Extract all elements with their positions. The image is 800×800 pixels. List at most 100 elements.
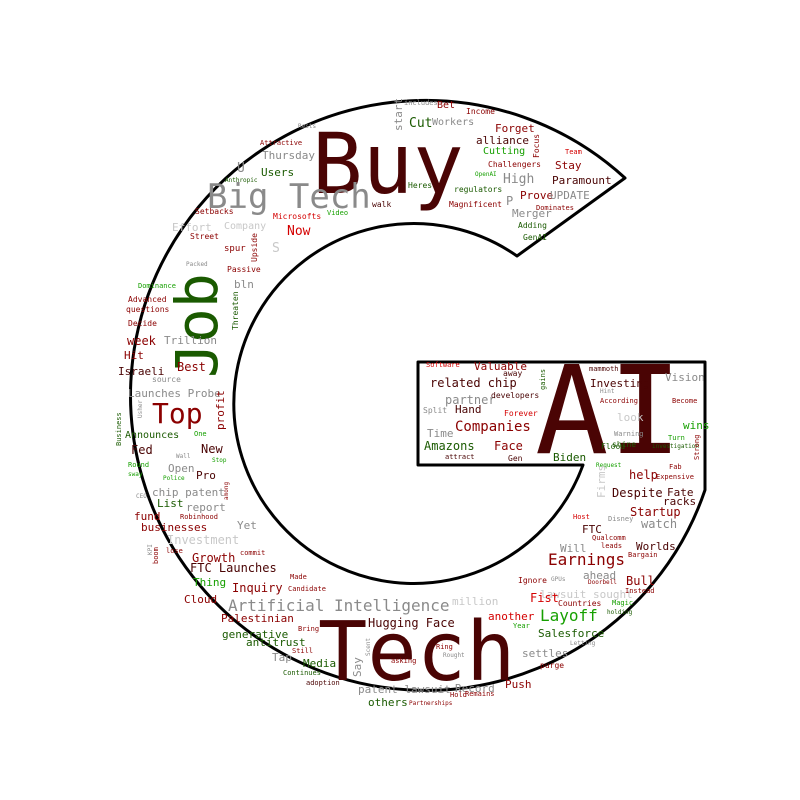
- cloud-word: Will: [560, 542, 587, 555]
- cloud-word: investigation: [652, 443, 699, 450]
- cloud-word: Disney: [608, 515, 634, 523]
- cloud-word: Countries: [558, 599, 602, 608]
- cloud-word: Biden: [553, 451, 587, 464]
- cloud-word: Turn: [668, 434, 685, 442]
- cloud-word: others: [368, 696, 408, 709]
- cloud-word: Vision: [665, 371, 705, 384]
- cloud-word: Company: [224, 221, 267, 232]
- cloud-word: Thing: [193, 576, 227, 589]
- cloud-word: Partnerships: [409, 700, 453, 707]
- cloud-word: generative: [222, 628, 289, 641]
- cloud-word: away: [503, 369, 523, 378]
- cloud-word: Rought: [443, 652, 465, 659]
- cloud-word: List: [157, 497, 184, 510]
- cloud-word: million: [452, 595, 499, 608]
- cloud-word: Hold: [450, 691, 467, 699]
- cloud-word: Focus: [532, 133, 541, 158]
- cloud-word: Setbacks: [195, 207, 234, 216]
- cloud-word: High: [503, 172, 535, 187]
- cloud-word: Ignore: [518, 576, 547, 585]
- cloud-word: Hint: [600, 388, 615, 395]
- cloud-word: shine: [612, 440, 637, 449]
- cloud-word: Letting: [570, 640, 596, 647]
- cloud-word: adoption: [306, 679, 340, 687]
- cloud-word: settles: [522, 647, 569, 660]
- cloud-word: Decide: [128, 319, 157, 328]
- cloud-word: Thursday: [262, 149, 315, 162]
- cloud-word: Split: [423, 406, 448, 415]
- cloud-word: commit: [240, 549, 266, 557]
- cloud-word: P: [506, 194, 514, 208]
- cloud-word: Hugging Face: [368, 616, 455, 630]
- cloud-word: Expensive: [656, 473, 694, 481]
- cloud-word: Artificial Intelligence: [228, 596, 450, 615]
- cloud-word: Packed: [186, 261, 208, 268]
- cloud-word: watch: [641, 517, 678, 531]
- cloud-word: Hand: [455, 403, 482, 416]
- cloud-word: Business: [115, 412, 123, 446]
- cloud-word: Request: [596, 462, 622, 469]
- cloud-word: racks: [663, 495, 697, 508]
- cloud-word: chip patent: [152, 486, 225, 499]
- cloud-word: Fab: [669, 463, 682, 471]
- cloud-word: Despite: [612, 486, 663, 500]
- cloud-word: Instead: [625, 587, 655, 595]
- cloud-word: Remains: [465, 690, 495, 698]
- cloud-word: Stay: [555, 159, 582, 172]
- cloud-word: businesses: [141, 521, 208, 534]
- cloud-word: Year: [513, 622, 530, 630]
- cloud-word: Layoff: [540, 606, 598, 625]
- cloud-word: Cloud: [184, 593, 218, 606]
- cloud-word: Still: [292, 647, 314, 655]
- cloud-word: Amazons: [424, 439, 475, 453]
- cloud-word: Bring: [298, 625, 320, 633]
- cloud-word: S: [272, 241, 280, 256]
- cloud-word: U: [237, 161, 245, 176]
- cloud-word: AI: [535, 340, 682, 482]
- cloud-word: developers: [491, 391, 540, 400]
- cloud-word: Magnificent: [449, 200, 502, 209]
- cloud-word: KPI: [147, 544, 154, 555]
- cloud-word: sway: [128, 471, 143, 478]
- cloud-word: wins: [683, 419, 710, 432]
- cloud-word: Users: [261, 166, 295, 179]
- cloud-word: Passive: [227, 265, 261, 274]
- cloud-word: Become: [672, 397, 698, 405]
- cloud-word: Strong: [693, 434, 701, 460]
- cloud-word: Wall: [176, 453, 191, 460]
- cloud-word: report: [186, 501, 226, 514]
- cloud-word: New: [201, 442, 223, 456]
- cloud-word: asking: [391, 657, 417, 665]
- cloud-word: Now: [287, 224, 311, 239]
- cloud-word: Investment: [167, 533, 240, 547]
- cloud-word: lose: [166, 547, 183, 555]
- cloud-word: boom: [152, 547, 160, 564]
- cloud-word: Bet: [437, 100, 456, 111]
- cloud-word: Paramount: [552, 174, 612, 187]
- cloud-word: lawsuit sought: [540, 588, 633, 601]
- cloud-word: Fist: [530, 591, 559, 605]
- cloud-word: Fed: [131, 443, 153, 457]
- cloud-word: Push: [505, 678, 532, 691]
- cloud-word: Threaten: [231, 291, 240, 330]
- cloud-word: Trillion: [164, 334, 217, 347]
- cloud-word: alliance: [476, 134, 529, 147]
- cloud-word: Startup: [630, 505, 681, 519]
- cloud-word: source: [152, 375, 181, 384]
- cloud-word: Salesforce: [538, 627, 605, 640]
- cloud-word: Growth: [192, 551, 236, 565]
- cloud-word: leads: [601, 542, 623, 550]
- cloud-word: According: [600, 397, 638, 405]
- cloud-word: week: [127, 334, 156, 348]
- cloud-word: Fate: [667, 486, 694, 499]
- cloud-word: Advanced: [128, 295, 167, 304]
- cloud-word: attract: [445, 453, 475, 461]
- cloud-word: Investing: [590, 377, 650, 390]
- cloud-word: Robinhood: [180, 513, 218, 521]
- cloud-word: Say: [351, 657, 364, 677]
- cloud-word: Continues: [283, 669, 321, 677]
- cloud-word: holding: [607, 609, 633, 616]
- cloud-word: Cut: [409, 116, 433, 131]
